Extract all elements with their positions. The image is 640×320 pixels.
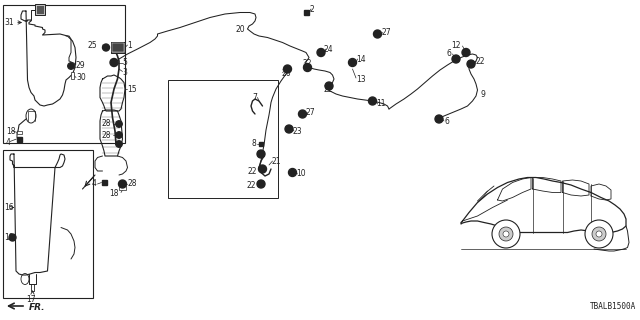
Text: 2: 2 xyxy=(309,4,314,13)
Circle shape xyxy=(349,59,356,67)
Bar xyxy=(259,142,263,146)
Circle shape xyxy=(118,180,127,188)
Text: 27: 27 xyxy=(306,108,316,117)
Bar xyxy=(3,5,125,142)
Text: 13: 13 xyxy=(356,75,365,84)
Text: 7: 7 xyxy=(253,93,257,102)
Text: 14: 14 xyxy=(356,54,365,63)
Bar xyxy=(71,72,74,79)
Circle shape xyxy=(68,63,74,69)
Text: 11: 11 xyxy=(376,100,385,108)
Bar xyxy=(3,150,93,298)
Circle shape xyxy=(259,165,266,173)
Text: 6: 6 xyxy=(446,50,451,59)
Circle shape xyxy=(116,141,122,147)
Text: 22: 22 xyxy=(248,166,257,175)
Text: 27: 27 xyxy=(381,28,390,37)
Circle shape xyxy=(467,60,475,68)
Text: 22: 22 xyxy=(324,84,333,93)
Text: 16: 16 xyxy=(4,203,13,212)
Text: 4: 4 xyxy=(6,138,11,147)
Circle shape xyxy=(257,150,265,158)
Circle shape xyxy=(298,110,307,118)
Text: FR.: FR. xyxy=(29,303,45,313)
Text: 21: 21 xyxy=(271,156,280,165)
Text: 22: 22 xyxy=(475,57,484,66)
Text: 25: 25 xyxy=(88,41,97,50)
Bar xyxy=(17,131,22,134)
Bar xyxy=(36,5,44,14)
Text: 28: 28 xyxy=(102,119,111,129)
Text: 15: 15 xyxy=(127,84,137,93)
Text: 6: 6 xyxy=(444,116,449,125)
Text: 19: 19 xyxy=(4,233,13,242)
Text: 3: 3 xyxy=(122,68,127,77)
Text: 28: 28 xyxy=(102,131,111,140)
Bar xyxy=(168,80,278,197)
Text: 20: 20 xyxy=(236,25,246,34)
Circle shape xyxy=(289,169,296,177)
Circle shape xyxy=(499,227,513,241)
Circle shape xyxy=(9,234,16,241)
Circle shape xyxy=(492,220,520,248)
Circle shape xyxy=(596,231,602,237)
Circle shape xyxy=(369,97,376,105)
Text: 31: 31 xyxy=(4,18,13,27)
Circle shape xyxy=(325,82,333,90)
Text: 28: 28 xyxy=(127,180,137,188)
Text: 4: 4 xyxy=(91,180,96,188)
Text: 17: 17 xyxy=(26,294,36,303)
Text: 23: 23 xyxy=(292,126,302,135)
Bar xyxy=(112,44,124,52)
Text: 22: 22 xyxy=(303,60,312,68)
Circle shape xyxy=(462,49,470,57)
Circle shape xyxy=(116,132,122,138)
Bar xyxy=(119,186,126,190)
Bar xyxy=(111,43,125,52)
Text: 5: 5 xyxy=(122,58,127,67)
Bar xyxy=(35,4,45,15)
Text: 9: 9 xyxy=(481,90,486,99)
Bar xyxy=(17,137,22,141)
Text: 18: 18 xyxy=(109,189,119,198)
Circle shape xyxy=(303,63,312,71)
Circle shape xyxy=(110,59,118,67)
Text: 30: 30 xyxy=(76,73,86,82)
Text: 8: 8 xyxy=(252,140,256,148)
Circle shape xyxy=(285,125,293,133)
Circle shape xyxy=(116,121,122,127)
Text: 1: 1 xyxy=(127,41,132,50)
Circle shape xyxy=(317,49,325,57)
Text: 26: 26 xyxy=(281,69,291,78)
Text: 29: 29 xyxy=(76,61,86,70)
Text: 10: 10 xyxy=(296,170,306,179)
Circle shape xyxy=(585,220,613,248)
Circle shape xyxy=(503,231,509,237)
Circle shape xyxy=(102,44,109,51)
Circle shape xyxy=(374,30,381,38)
Text: 24: 24 xyxy=(324,44,333,53)
Circle shape xyxy=(435,115,443,123)
Bar xyxy=(303,10,308,15)
Circle shape xyxy=(592,227,606,241)
Text: 22: 22 xyxy=(246,181,256,190)
Circle shape xyxy=(452,55,460,63)
Text: 18: 18 xyxy=(6,126,15,135)
Bar xyxy=(102,180,106,185)
Circle shape xyxy=(257,180,265,188)
Text: TBALB1500A: TBALB1500A xyxy=(589,302,636,311)
Text: 12: 12 xyxy=(451,42,461,51)
Circle shape xyxy=(284,65,291,73)
